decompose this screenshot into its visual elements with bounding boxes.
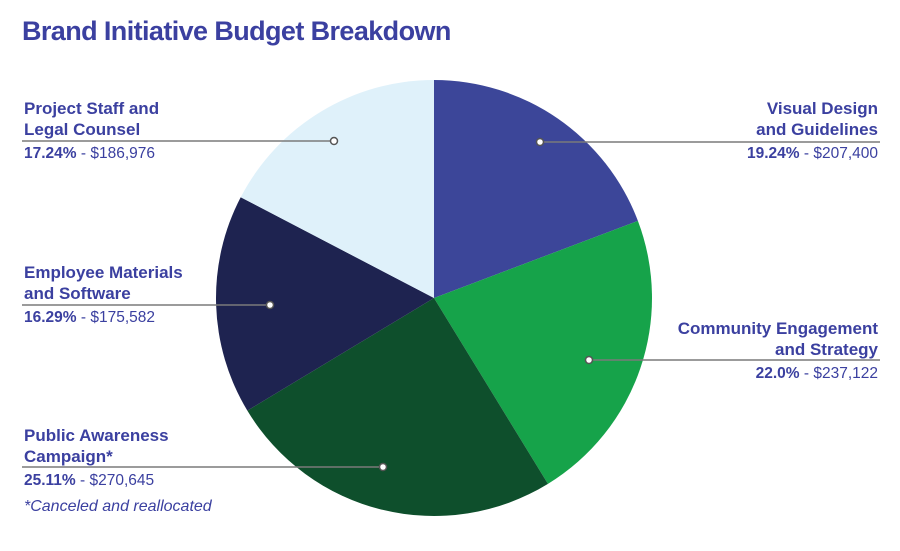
chart-title: Brand Initiative Budget Breakdown	[22, 16, 451, 46]
label-project-staff: Project Staff and Legal Counsel 17.24% - …	[24, 98, 159, 164]
slice-name-project-staff: Project Staff and Legal Counsel	[24, 99, 160, 139]
slice-values-public-awareness: 25.11% - $270,645	[24, 472, 155, 489]
leader-dot-employee-materials	[265, 300, 275, 310]
pie-slice-public-awareness	[247, 298, 548, 516]
pie-slice-employee-materials	[215, 197, 434, 411]
slice-name-community-engagement: Community Engagement and Strategy	[677, 319, 878, 359]
slice-values-employee-materials: 16.29% - $175,582	[24, 309, 156, 326]
pie-slice-community-engagement	[434, 220, 652, 484]
label-visual-design: Visual Design and Guidelines 19.24% - $20…	[747, 98, 878, 164]
leader-dot-visual-design	[535, 137, 545, 147]
leader-dot-project-staff	[329, 136, 339, 146]
slice-name-employee-materials: Employee Materials and Software	[24, 263, 183, 303]
pie-slice-visual-design	[434, 80, 638, 298]
label-employee-materials: Employee Materials and Software 16.29% - …	[24, 262, 183, 328]
label-community-engagement: Community Engagement and Strategy 22.0% -…	[678, 318, 878, 384]
footnote: *Canceled and reallocated	[24, 498, 212, 515]
slice-name-public-awareness: Public Awareness Campaign*	[24, 426, 169, 466]
slice-values-project-staff: 17.24% - $186,976	[24, 145, 156, 162]
leader-dot-community-engagement	[584, 355, 594, 365]
slice-values-community-engagement: 22.0% - $237,122	[755, 365, 878, 382]
label-public-awareness: Public Awareness Campaign* 25.11% - $270,…	[24, 425, 169, 491]
slice-values-visual-design: 19.24% - $207,400	[746, 145, 878, 162]
slice-name-visual-design: Visual Design and Guidelines	[756, 99, 878, 139]
pie-slice-project-staff	[240, 79, 434, 299]
leader-dot-public-awareness	[378, 462, 388, 472]
